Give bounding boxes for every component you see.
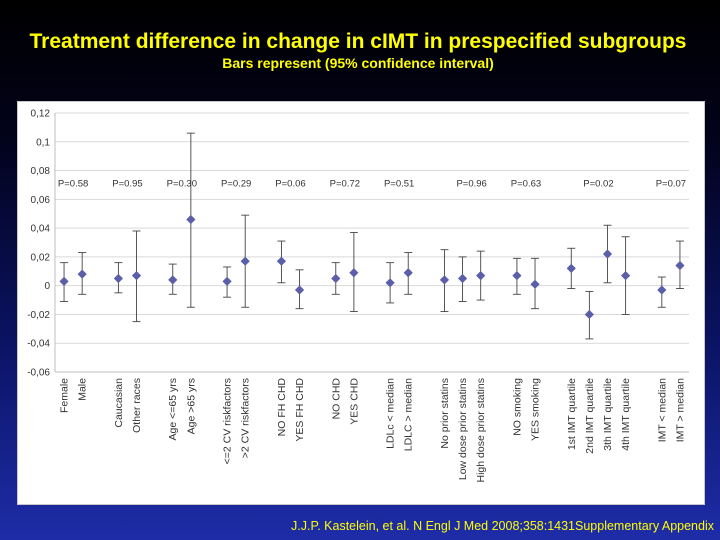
data-point-marker [186,214,196,225]
data-point-marker [131,270,142,281]
y-tick-label: 0 [44,281,50,292]
p-value-annotation: P=0.06 [275,178,305,189]
forest-plot-chart: -0,06 -0,04 -0,02 0 0,02 0,04 0,06 0,08 0,1 0,12 F… [27,109,689,482]
data-point-marker [77,269,87,279]
data-point-marker [240,256,250,266]
data-point-marker [657,285,667,295]
data-point-marker [439,275,450,285]
p-value-annotation: P=0.29 [221,178,251,189]
x-tick-label: NO smoking [511,378,523,436]
x-tick-label: Female [59,378,71,413]
data-point-marker [385,278,395,288]
data-point-marker [566,263,576,273]
data-point-marker [349,268,359,278]
x-tick-label: 2nd IMT quartile [584,378,596,454]
x-tick-label: Other races [131,378,143,433]
slide-subtitle: Bars represent (95% confidence interval) [222,55,494,71]
x-tick-label: LDLc < median [385,378,397,449]
x-tick-label: IMT > median [674,378,686,442]
x-tick-label: 3th IMT quartile [602,378,614,451]
p-value-annotation: P=0.07 [656,178,686,189]
data-point-marker [621,270,631,281]
citation: J.J.P. Kastelein, et al. N Engl J Med 20… [291,519,714,533]
y-tick-label: 0,12 [31,109,51,120]
y-tick-label: 0,1 [36,137,50,148]
x-tick-label: NO CHD [330,378,342,420]
slide-title: Treatment difference in change in cIMT i… [29,30,687,53]
y-tick-label: 0,08 [31,166,51,177]
x-tick-label: YES FH CHD [294,378,306,442]
p-value-annotation: P=0.51 [384,178,414,189]
x-tick-label: NO FH CHD [276,378,288,437]
data-point-marker [168,275,178,285]
p-value-annotation: P=0.72 [330,178,360,189]
y-tick-label: 0,04 [31,224,51,235]
p-value-annotation: P=0.30 [167,178,197,189]
data-point-marker [675,260,685,271]
x-tick-label: 4th IMT quartile [620,378,632,451]
data-point-marker [113,273,123,284]
p-value-annotation: P=0.63 [511,178,541,189]
x-tick-label: Age >65 yrs [185,378,197,434]
x-tick-label: YES CHD [348,378,360,425]
data-point-marker [476,270,486,281]
p-value-annotation: P=0.58 [58,178,88,189]
x-tick-label: Male [77,378,89,401]
data-point-marker [457,273,468,284]
x-tick-label: Age <=65 yrs [167,378,179,440]
p-value-annotation: P=0.96 [456,178,486,189]
chart-panel: -0,06 -0,04 -0,02 0 0,02 0,04 0,06 0,08 0,1 0,12 F… [17,101,705,505]
x-tick-label: <=2 CV riskfactors [222,378,234,464]
data-point-marker [276,256,287,266]
data-point-marker [331,273,341,284]
data-point-marker [222,276,232,286]
x-tick-label: Caucasian [113,378,125,428]
x-tick-label: YES smoking [530,378,542,441]
x-tick-label: High dose prior statins [475,378,487,482]
data-point-marker [512,270,522,281]
data-point-marker [294,285,305,295]
data-point-marker [584,309,594,320]
data-point-marker [530,279,540,289]
p-value-annotation: P=0.02 [583,178,613,189]
x-tick-label: 1st IMT quartile [566,378,578,450]
y-tick-label: 0,02 [31,252,51,263]
x-tick-label: IMT < median [656,378,668,442]
data-point-marker [403,268,413,278]
x-tick-label: Low dose prior statins [457,378,469,480]
p-value-annotation: P=0.95 [112,178,142,189]
y-tick-label: 0,06 [31,195,51,206]
y-tick-label: -0,06 [27,368,50,379]
x-tick-label: No prior statins [439,378,451,449]
y-tick-label: -0,04 [27,339,50,350]
x-tick-label: LDLC > median [403,378,415,451]
y-tick-label: -0,02 [27,310,50,321]
data-point-marker [59,276,69,286]
x-tick-label: >2 CV riskfactors [240,378,252,458]
